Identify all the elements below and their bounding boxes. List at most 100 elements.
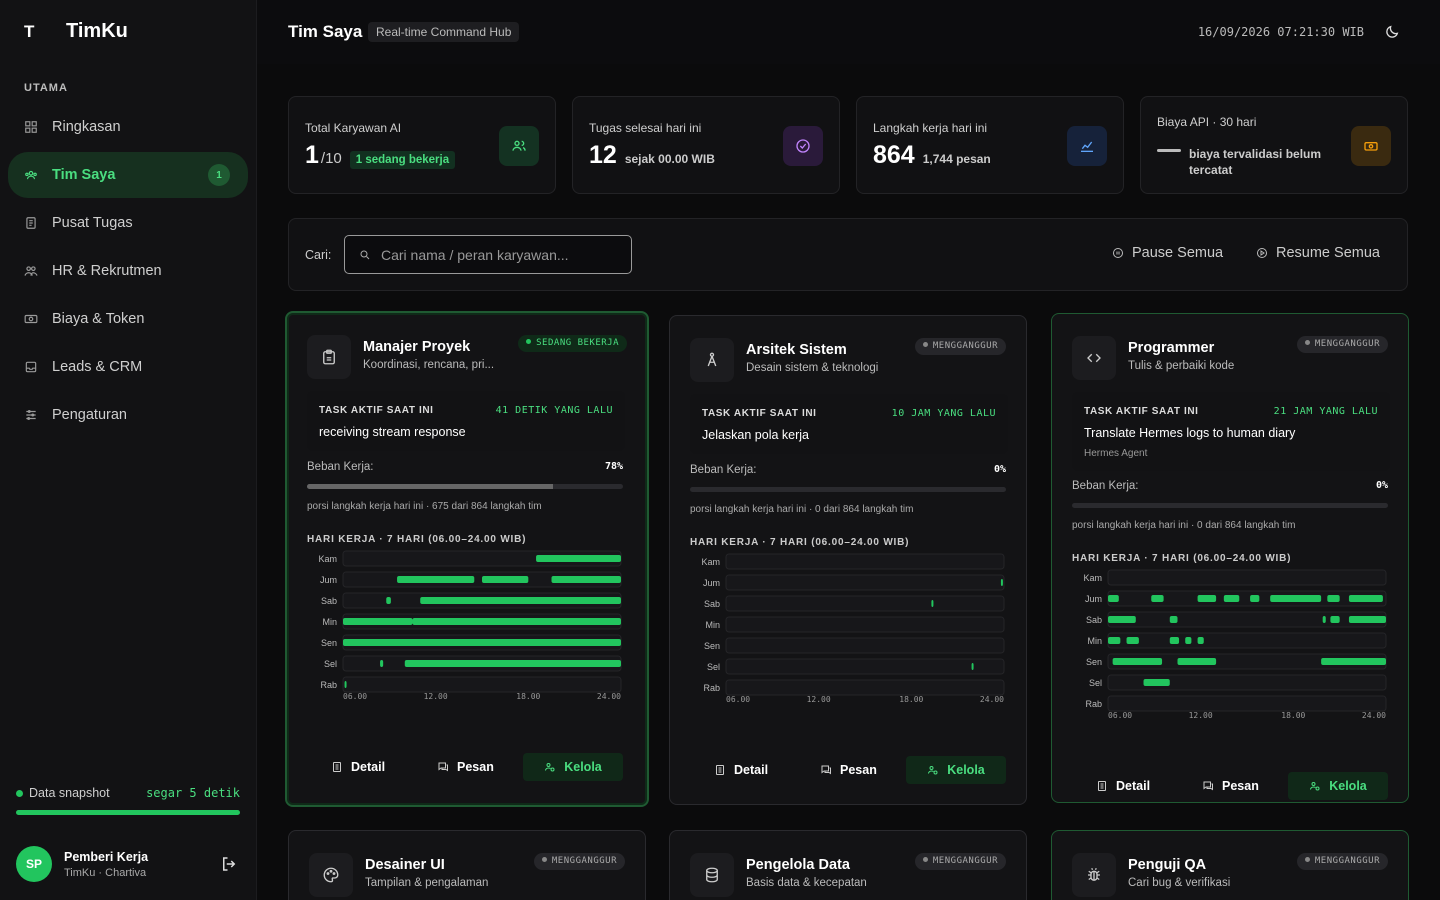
activity-segment: [397, 576, 475, 583]
sidebar-item-label: Tim Saya: [52, 167, 116, 183]
task-agent: Hermes Agent: [1084, 448, 1148, 459]
day-label: Rab: [320, 680, 337, 690]
detail-button[interactable]: Detail: [331, 753, 385, 781]
stat-label: Biaya API · 30 hari: [1157, 115, 1257, 129]
theme-toggle[interactable]: [1384, 24, 1400, 40]
bug-icon: [1072, 853, 1116, 897]
employee-card[interactable]: Manajer Proyek Koordinasi, rencana, pri.…: [285, 311, 649, 807]
task-text: receiving stream response: [319, 425, 466, 439]
activity-icon: [1067, 126, 1107, 166]
task-text: Translate Hermes logs to human diary: [1084, 426, 1296, 440]
activity-segment: [1330, 616, 1340, 623]
status-dot: [922, 342, 928, 347]
search-icon: [360, 250, 370, 259]
active-task-panel: TASK AKTIF SAAT INI 21 JAM YANG LALU Tra…: [1072, 392, 1390, 471]
activity-segment: [1177, 658, 1217, 665]
empty-value-dash: [1157, 149, 1181, 152]
logout-icon: [223, 857, 236, 871]
user-name: Pemberi Kerja: [64, 849, 149, 864]
step-share: porsi langkah kerja hari ini · 675 dari …: [307, 501, 542, 512]
day-track: [725, 553, 1005, 570]
activity-segment: [1327, 595, 1340, 602]
status-dot: [1304, 340, 1310, 345]
manage-button[interactable]: Kelola: [523, 753, 623, 781]
detail-button[interactable]: Detail: [714, 756, 768, 784]
sidebar-item-ringkasan[interactable]: Ringkasan: [8, 104, 248, 150]
moon-icon: [1386, 25, 1399, 38]
activity-segment: [412, 618, 621, 625]
dashboard-icon: [25, 121, 37, 133]
sidebar-nav: Ringkasan Tim Saya 1 Pusat Tugas HR & Re…: [8, 104, 248, 440]
day-track: [1107, 611, 1387, 628]
sidebar-item-tim-saya[interactable]: Tim Saya 1: [8, 152, 248, 198]
employee-card[interactable]: Pengelola Data Basis data & kecepatan ME…: [669, 830, 1027, 900]
day-label: Kam: [1083, 573, 1102, 583]
search-input[interactable]: [381, 246, 621, 263]
activity-segment: [1108, 595, 1119, 602]
activity-segment: [1000, 579, 1003, 586]
users-icon: [499, 126, 539, 166]
workload-value: 0%: [1375, 480, 1388, 491]
users-gear-icon: [1310, 782, 1320, 791]
sidebar-item-biaya-token[interactable]: Biaya & Token: [8, 296, 248, 342]
money-icon: [24, 314, 38, 324]
page-title: Tim Saya: [288, 22, 363, 41]
day-label: Sel: [324, 659, 337, 669]
sidebar-item-leads-crm[interactable]: Leads & CRM: [8, 344, 248, 390]
workload-bar: [307, 484, 623, 489]
search-field[interactable]: [344, 235, 632, 274]
heatmap-svg: Kam Jum Sab Min Sen Sel Rab 06.00 12.00 18.00 24.0…: [1083, 569, 1387, 720]
message-button[interactable]: Pesan: [820, 756, 877, 784]
resume-all-button[interactable]: Resume Semua: [1256, 245, 1380, 261]
message-icon: [1203, 781, 1213, 791]
code-icon: [1072, 336, 1116, 380]
manage-button[interactable]: Kelola: [1288, 772, 1388, 800]
workload-label: Beban Kerja:: [690, 464, 757, 476]
sidebar: T TimKu UTAMA Ringkasan Tim Saya 1 Pusat…: [0, 0, 257, 900]
users-gear-icon: [545, 763, 555, 772]
pause-icon: [1113, 248, 1123, 258]
employee-subtitle: Koordinasi, rencana, pri...: [363, 359, 495, 371]
employee-card[interactable]: Programmer Tulis & perbaiki kode MENGGAN…: [1051, 313, 1409, 803]
count-badge: 1: [208, 164, 230, 186]
brand[interactable]: T TimKu: [24, 20, 128, 43]
status-dot: [1304, 857, 1310, 862]
employee-card[interactable]: Desainer UI Tampilan & pengalaman MENGGA…: [288, 830, 646, 900]
stat-sub: sejak 00.00 WIB: [624, 152, 715, 166]
stat-card-api-cost: Biaya API · 30 hari biaya tervalidasi be…: [1140, 96, 1408, 194]
stat-card-employees: Total Karyawan AI 1 /10 1 sedang bekerja: [288, 96, 556, 194]
day-label: Min: [1087, 636, 1102, 646]
activity-segment: [343, 639, 621, 646]
live-dot: [16, 790, 23, 797]
database-icon: [690, 853, 734, 897]
status-dot: [541, 857, 547, 862]
employee-subtitle: Basis data & kecepatan: [746, 877, 867, 889]
message-button[interactable]: Pesan: [1202, 772, 1259, 800]
activity-segment: [380, 660, 384, 667]
hour-tick-label: 06.00: [343, 692, 367, 701]
employee-card[interactable]: Arsitek Sistem Desain sistem & teknologi…: [669, 315, 1027, 805]
activity-segment: [386, 597, 391, 604]
sidebar-item-pusat-tugas[interactable]: Pusat Tugas: [8, 200, 248, 246]
clock: 16/09/2026 07:21:30 WIB: [1197, 25, 1364, 39]
task-time-ago: 21 JAM YANG LALU: [1273, 406, 1378, 417]
snapshot-status: Data snapshot segar 5 detik: [16, 786, 240, 800]
sidebar-item-label: HR & Rekrutmen: [52, 263, 162, 279]
workload-section: Beban Kerja: 0% porsi langkah kerja hari…: [1072, 480, 1388, 564]
logout-button[interactable]: [220, 855, 238, 873]
hour-tick-label: 12.00: [1189, 711, 1213, 720]
filter-bar: Cari: Pause Semua Resume Semua: [288, 218, 1408, 291]
sidebar-item-hr-rekrutmen[interactable]: HR & Rekrutmen: [8, 248, 248, 294]
page-tag: Real-time Command Hub: [368, 22, 520, 42]
detail-button[interactable]: Detail: [1096, 772, 1150, 800]
day-label: Sab: [1086, 615, 1102, 625]
manage-button[interactable]: Kelola: [906, 756, 1006, 784]
pause-all-button[interactable]: Pause Semua: [1112, 245, 1223, 261]
message-button[interactable]: Pesan: [437, 753, 494, 781]
day-label: Min: [705, 620, 720, 630]
employee-card[interactable]: Penguji QA Cari bug & verifikasi MENGGAN…: [1051, 830, 1409, 900]
working-pill: 1 sedang bekerja: [349, 151, 456, 169]
sidebar-item-pengaturan[interactable]: Pengaturan: [8, 392, 248, 438]
compass-icon: [690, 338, 734, 382]
status-badge: MENGGANGGUR: [533, 853, 625, 870]
